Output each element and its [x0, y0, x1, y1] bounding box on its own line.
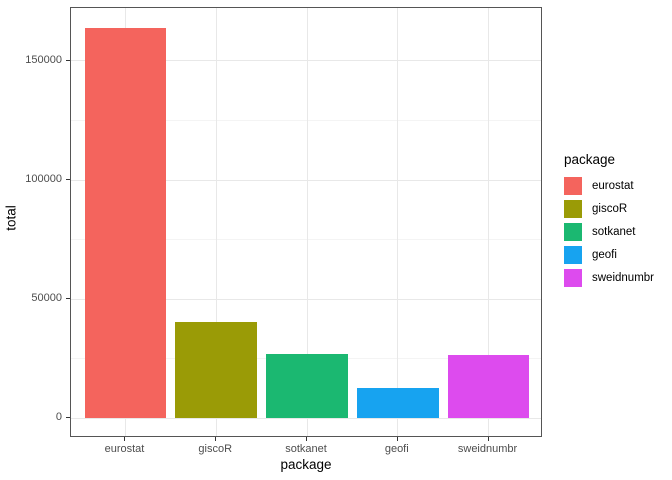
gridline-major-x — [488, 8, 490, 436]
gridline-major-y — [71, 298, 541, 300]
gridline-major-y — [71, 179, 541, 181]
x-tick-mark — [306, 437, 307, 441]
legend-title: package — [564, 152, 616, 167]
gridline-major-y — [71, 417, 541, 419]
legend-item-sotkanet: sotkanet — [564, 223, 654, 241]
gridline-major-x — [397, 8, 399, 436]
legend-swatch-sweidnumbr — [564, 269, 582, 287]
legend-swatch-eurostat — [564, 177, 582, 195]
legend-item-eurostat: eurostat — [564, 177, 654, 195]
x-tick-mark — [487, 437, 489, 441]
x-tick-label-geofi: geofi — [384, 443, 409, 455]
gridline-major-y — [71, 60, 541, 62]
y-tick-mark — [66, 59, 70, 61]
legend-items: eurostat giscoR sotkanet geofi sweidnumbr — [564, 177, 654, 287]
legend-swatch-geofi — [564, 246, 582, 264]
y-tick-label: 50000 — [31, 292, 62, 305]
y-tick-mark — [66, 179, 70, 181]
legend-label: sotkanet — [592, 226, 636, 238]
y-axis-title: total — [3, 205, 19, 231]
legend-label: geofi — [592, 249, 617, 261]
legend-swatch-sotkanet — [564, 223, 582, 241]
bar-sotkanet — [266, 353, 348, 419]
legend-label: eurostat — [592, 180, 634, 192]
x-tick-label-giscoR: giscoR — [198, 443, 233, 455]
x-tick-label-sweidnumbr: sweidnumbr — [457, 443, 518, 455]
x-tick-mark — [215, 437, 217, 441]
bar-geofi — [356, 387, 439, 419]
legend-item-geofi: geofi — [564, 246, 654, 264]
plot-panel — [70, 7, 542, 437]
legend-swatch-giscoR — [564, 200, 582, 218]
y-tick-mark — [66, 298, 70, 300]
bar-sweidnumbr — [447, 354, 530, 419]
legend-label: sweidnumbr — [592, 272, 654, 284]
x-tick-label-eurostat: eurostat — [104, 443, 145, 455]
legend: package eurostat giscoR sotkanet geofi sweid… — [564, 152, 654, 292]
y-tick-label: 100000 — [25, 173, 62, 186]
gridline-major-x — [215, 8, 217, 436]
bar-eurostat — [84, 27, 167, 419]
y-tick-label: 0 — [55, 411, 62, 424]
gridline-major-x — [306, 8, 308, 436]
gridline-minor-y — [71, 239, 541, 241]
gridline-minor-y — [71, 120, 541, 121]
y-tick-label: 150000 — [25, 53, 62, 66]
legend-label: giscoR — [592, 203, 628, 215]
legend-item-giscoR: giscoR — [564, 200, 654, 218]
bar-giscoR — [175, 321, 258, 419]
y-tick-mark — [66, 417, 70, 419]
x-tick-mark — [124, 437, 126, 441]
x-tick-mark — [396, 437, 398, 441]
legend-item-sweidnumbr: sweidnumbr — [564, 269, 654, 287]
x-tick-label-sotkanet: sotkanet — [285, 443, 327, 455]
x-axis-title: package — [280, 457, 332, 472]
